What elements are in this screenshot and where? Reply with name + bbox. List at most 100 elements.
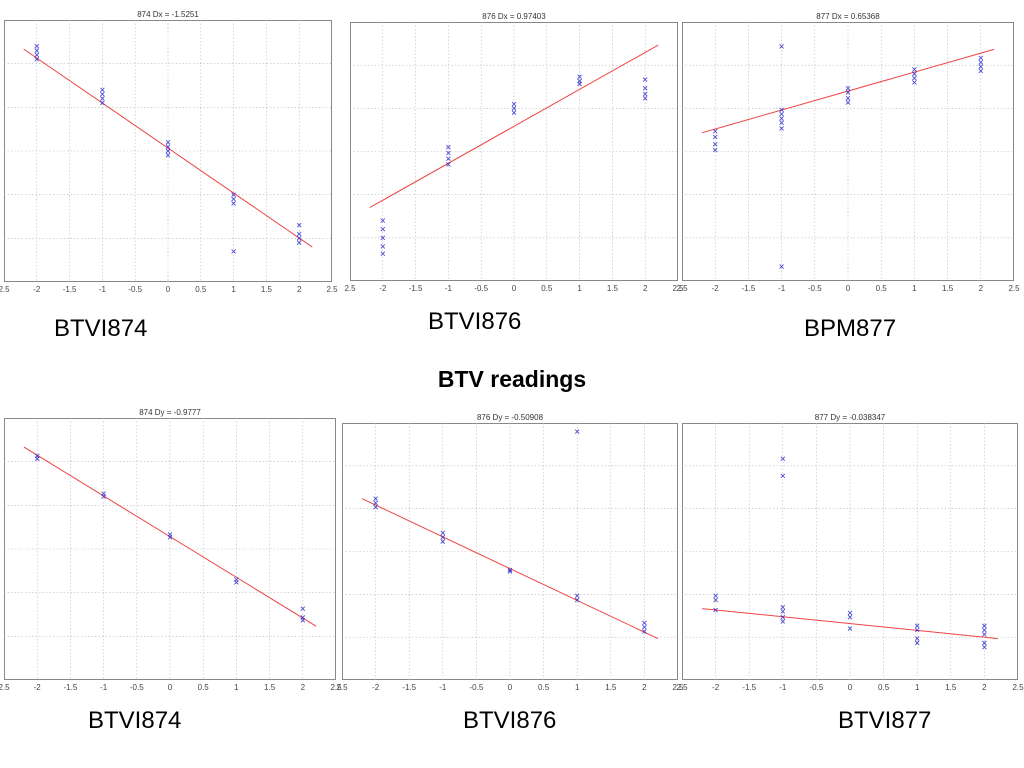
data-point <box>779 116 784 121</box>
caption-btvi876-bottom: BTVI876 <box>463 707 557 734</box>
data-point <box>780 456 786 462</box>
data-point <box>982 623 987 629</box>
x-tick-label: -1 <box>445 284 453 293</box>
data-point <box>101 494 106 499</box>
data-point <box>780 604 786 610</box>
data-point <box>642 620 647 626</box>
data-point <box>446 144 451 150</box>
scatter-svg: 877 Dx = 0.65368 2.5 -2 -1.5 -1 -0.5 0 0.5 1 1.5 2… <box>676 12 1020 293</box>
data-point <box>100 87 105 93</box>
x-tick-label: 1.5 <box>605 683 617 692</box>
data-point <box>713 597 718 603</box>
data-point <box>100 100 105 106</box>
data-point <box>231 201 236 206</box>
data-point <box>446 150 451 156</box>
x-tick-label: -2 <box>34 683 42 692</box>
data-point <box>440 534 446 540</box>
x-tick-label: 0.5 <box>538 683 550 692</box>
x-tick-label: 1 <box>575 683 580 692</box>
data-point <box>296 222 302 228</box>
data-point <box>982 644 987 650</box>
data-point <box>231 192 236 197</box>
data-point <box>779 111 784 117</box>
scatter-svg: 876 Dy = -0.50908 2.5 -2 -1.5 -1 -0.5 0 0.5 1 1.5… <box>336 413 684 692</box>
data-point <box>300 606 306 611</box>
data-point <box>712 129 718 134</box>
data-point <box>296 236 302 241</box>
x-tick-label: 1.5 <box>945 683 957 692</box>
fit-line <box>702 608 998 640</box>
data-point <box>982 640 987 646</box>
data-point <box>845 90 851 95</box>
x-tick-label: 0 <box>846 284 851 293</box>
caption-btvi876-top: BTVI876 <box>428 308 522 335</box>
data-point <box>380 235 386 241</box>
data-point <box>912 71 917 77</box>
x-tick-label: 1.5 <box>264 683 276 692</box>
x-tick-label: 2.5 <box>326 285 338 294</box>
x-tick-label: 0.5 <box>198 683 210 692</box>
x-tick-label: 2.5 <box>672 284 684 293</box>
data-point <box>642 95 648 101</box>
x-tick-label: -1.5 <box>742 284 756 293</box>
data-point <box>642 624 647 630</box>
x-tick-label: 2 <box>297 285 302 294</box>
data-point <box>847 626 853 631</box>
data-point <box>912 75 917 81</box>
data-point <box>914 636 920 641</box>
x-tick-label: -1 <box>779 683 787 692</box>
data-point <box>779 126 784 131</box>
data-point <box>712 134 718 140</box>
fit-line <box>23 48 313 248</box>
data-point <box>712 141 718 147</box>
data-point <box>100 96 105 101</box>
grid <box>682 423 1018 680</box>
x-tick-label: 0.5 <box>541 284 553 293</box>
caption-btvi877-bottom: BTVI877 <box>838 707 932 734</box>
chart-title: 877 Dy = -0.038347 <box>815 413 886 422</box>
x-tick-label: 2 <box>642 683 647 692</box>
data-point <box>780 473 786 479</box>
x-tick-label: -1 <box>439 683 447 692</box>
x-tick-label: 2.5 <box>676 683 688 692</box>
data-point <box>511 110 517 115</box>
chart-876-dy: 876 Dy = -0.50908 2.5 -2 -1.5 -1 -0.5 0 0.5 1 1.5… <box>336 411 684 694</box>
data-point <box>574 429 580 434</box>
x-tick-label: -1.5 <box>402 683 416 692</box>
data-point <box>712 147 718 153</box>
grid <box>4 418 336 680</box>
x-tick-label: -0.5 <box>130 683 144 692</box>
data-point <box>914 627 920 633</box>
data-point <box>845 100 851 105</box>
scatter-svg: 876 Dx = 0.97403 2.5 -2 -1.5 -1 -0.5 0 0.5 1 1.5 2… <box>344 12 684 293</box>
x-tick-label: 2.5 <box>330 683 342 692</box>
data-point <box>642 77 648 82</box>
chart-876-dx: 876 Dx = 0.97403 2.5 -2 -1.5 -1 -0.5 0 0.5 1 1.5 2… <box>344 10 684 295</box>
x-tick-label: -1 <box>778 284 786 293</box>
data-point <box>914 640 920 646</box>
x-tick-label: -1 <box>100 683 108 692</box>
x-tick-label: 1 <box>234 683 239 692</box>
data-point <box>847 614 853 620</box>
data-point <box>642 91 648 97</box>
fit-line <box>23 446 317 627</box>
data-point <box>507 567 513 573</box>
x-tick-label: -2 <box>372 683 380 692</box>
chart-877-dx: 877 Dx = 0.65368 2.5 -2 -1.5 -1 -0.5 0 0.5 1 1.5 2… <box>676 10 1020 295</box>
chart-title: 877 Dx = 0.65368 <box>816 12 880 21</box>
data-point <box>231 196 236 202</box>
data-point <box>978 55 984 61</box>
x-tick-label: -0.5 <box>810 683 824 692</box>
x-tick-label: 0 <box>848 683 853 692</box>
data-point <box>845 95 851 101</box>
data-point <box>34 43 40 49</box>
data-point <box>574 597 580 603</box>
data-point <box>779 107 784 113</box>
data-point <box>779 44 784 49</box>
x-tick-label: -2 <box>712 284 720 293</box>
data-point <box>296 231 302 237</box>
x-tick-label: -1.5 <box>409 284 423 293</box>
x-tick-label: 1 <box>231 285 236 294</box>
data-point <box>847 610 853 616</box>
x-tick-label: 0.5 <box>876 284 888 293</box>
